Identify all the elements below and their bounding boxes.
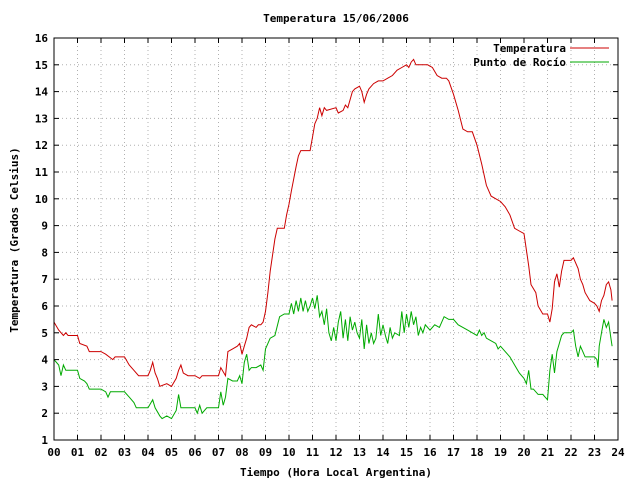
y-tick-label: 11	[35, 166, 49, 179]
x-tick-label: 10	[282, 446, 295, 459]
x-tick-label: 20	[517, 446, 530, 459]
y-tick-label: 9	[41, 220, 48, 233]
x-tick-label: 21	[541, 446, 555, 459]
y-tick-label: 6	[41, 300, 48, 313]
y-tick-label: 14	[35, 86, 49, 99]
y-tick-label: 4	[41, 354, 48, 367]
x-tick-label: 08	[235, 446, 248, 459]
x-tick-label: 12	[329, 446, 342, 459]
y-tick-label: 16	[35, 32, 49, 45]
series-line-temperatura	[53, 58, 613, 388]
x-tick-label: 06	[188, 446, 202, 459]
x-tick-label: 04	[141, 446, 155, 459]
x-tick-label: 03	[118, 446, 131, 459]
x-tick-label: 14	[376, 446, 390, 459]
y-tick-label: 12	[35, 139, 48, 152]
y-tick-label: 5	[41, 327, 48, 340]
x-tick-label: 05	[165, 446, 178, 459]
y-tick-label: 10	[35, 193, 48, 206]
x-tick-label: 15	[400, 446, 413, 459]
x-tick-label: 22	[564, 446, 577, 459]
y-tick-label: 13	[35, 112, 48, 125]
x-tick-label: 02	[94, 446, 107, 459]
y-axis-label: Temperatura (Grados Celsius)	[8, 147, 21, 332]
legend-label-temperatura: Temperatura	[493, 42, 566, 55]
y-tick-label: 3	[41, 380, 48, 393]
x-tick-label: 19	[494, 446, 507, 459]
y-tick-label: 15	[35, 59, 48, 72]
legend-label-punto-de-rocio: Punto de Rocío	[473, 56, 566, 69]
tick-labels: 00 01 02 03 04 05 06 07 08 09 10 11 12 13 14 15 16 17 18 19…	[35, 32, 625, 459]
x-tick-label: 00	[47, 446, 60, 459]
x-tick-label: 24	[611, 446, 625, 459]
x-tick-label: 18	[470, 446, 483, 459]
chart-title: Temperatura 15/06/2006	[263, 12, 409, 25]
x-tick-label: 01	[71, 446, 85, 459]
y-tick-label: 8	[41, 246, 48, 259]
legend: Temperatura Punto de Rocío	[473, 42, 609, 69]
ticks	[53, 37, 619, 441]
x-tick-label: 16	[423, 446, 437, 459]
series-layer	[53, 58, 613, 420]
y-tick-label: 1	[41, 434, 48, 447]
x-axis-label: Tiempo (Hora Local Argentina)	[240, 466, 432, 479]
series-line-punto-de-rocio	[53, 295, 613, 420]
x-tick-label: 07	[212, 446, 225, 459]
y-tick-label: 2	[41, 407, 48, 420]
x-tick-label: 17	[447, 446, 460, 459]
x-tick-label: 13	[353, 446, 366, 459]
y-tick-label: 7	[41, 273, 48, 286]
x-tick-label: 09	[259, 446, 272, 459]
grid	[54, 38, 618, 440]
x-tick-label: 23	[588, 446, 601, 459]
x-tick-label: 11	[306, 446, 320, 459]
